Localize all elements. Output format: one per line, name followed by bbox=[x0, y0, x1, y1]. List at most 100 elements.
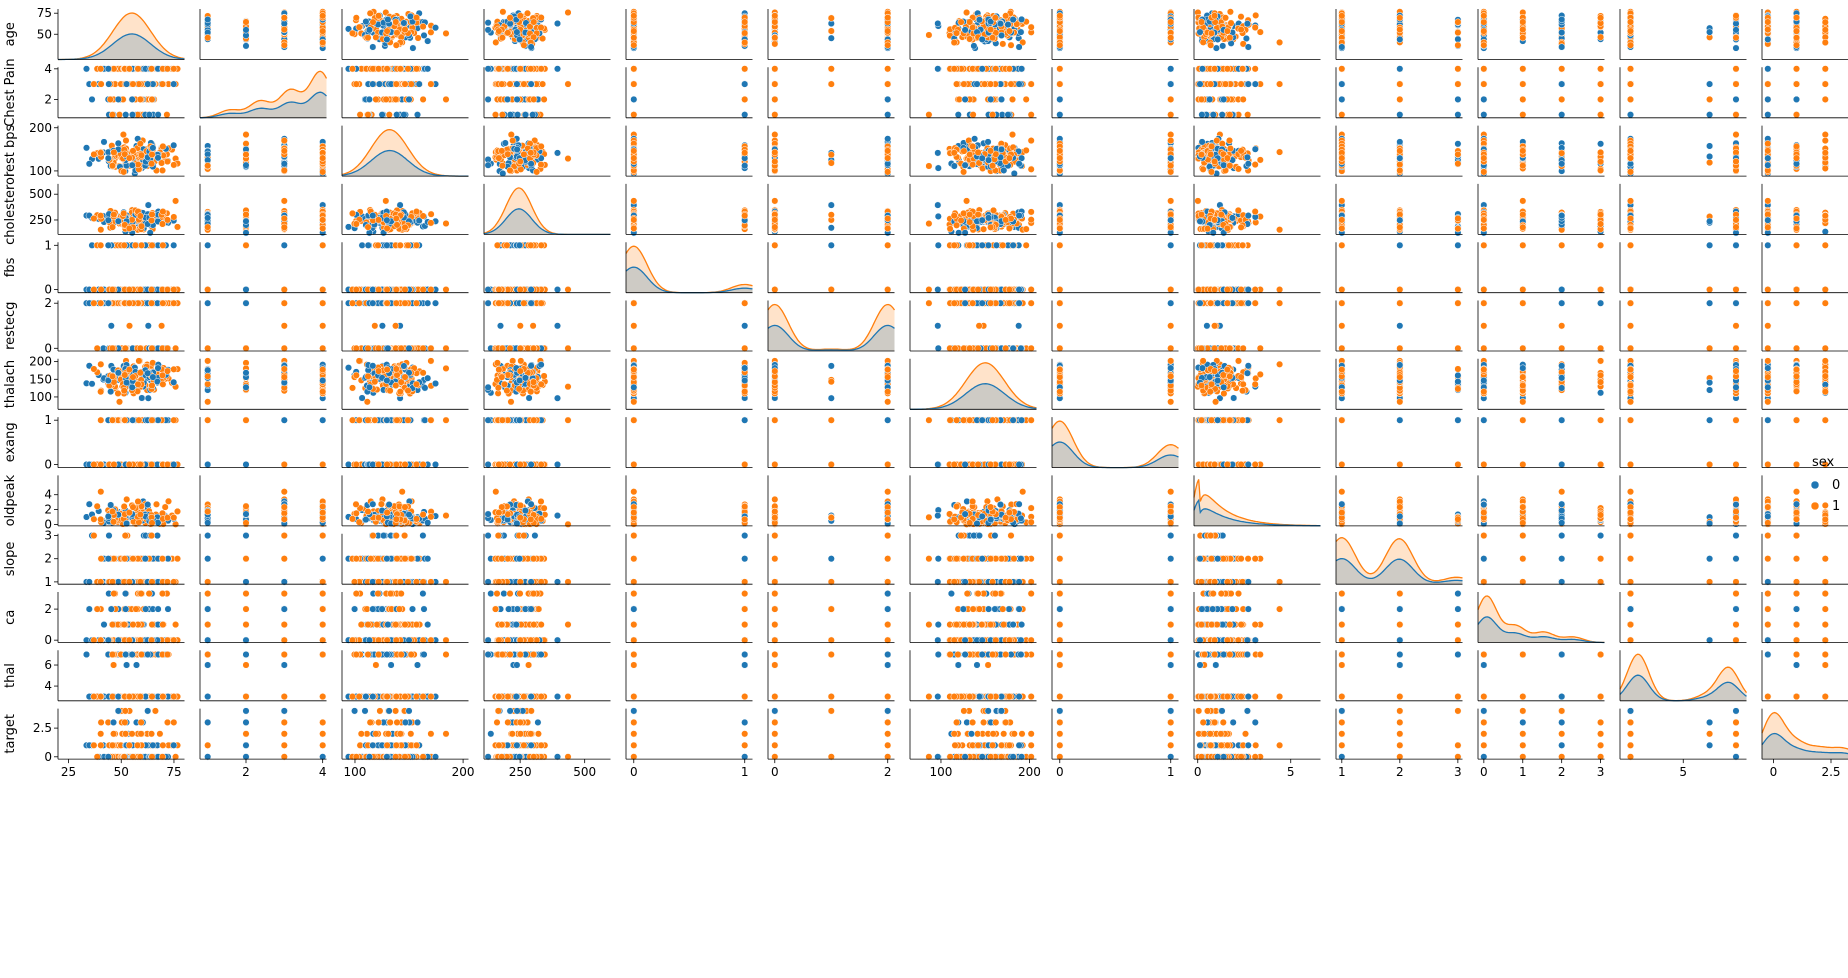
point-1-4-164 bbox=[741, 81, 748, 88]
point-1-6-154 bbox=[987, 96, 994, 103]
panel-0-12 bbox=[1762, 9, 1848, 60]
point-1-3-111 bbox=[541, 96, 548, 103]
point-0-5-176 bbox=[884, 42, 891, 49]
point-2-3-173 bbox=[499, 162, 506, 169]
point-2-3-171 bbox=[485, 162, 492, 169]
point-1-2-171 bbox=[366, 96, 373, 103]
point-1-3-179 bbox=[496, 66, 503, 73]
point-1-3-146 bbox=[529, 111, 536, 118]
point-0-9-78 bbox=[1455, 36, 1462, 43]
point-1-7-173 bbox=[1167, 111, 1174, 118]
point-1-2-167 bbox=[405, 66, 412, 73]
point-1-7-164 bbox=[1167, 81, 1174, 88]
point-0-2-79 bbox=[443, 30, 450, 37]
point-2-0-168 bbox=[149, 151, 156, 158]
point-0-2-170 bbox=[394, 30, 401, 37]
point-1-6-148 bbox=[981, 81, 988, 88]
point-1-2-165 bbox=[353, 81, 360, 88]
point-0-12-179 bbox=[1793, 28, 1800, 35]
point-0-10-179 bbox=[1481, 28, 1488, 35]
point-1-2-62 bbox=[416, 81, 423, 88]
point-1-11-121 bbox=[1706, 96, 1713, 103]
point-0-1-171 bbox=[243, 27, 250, 34]
point-1-5-173 bbox=[772, 111, 779, 118]
point-0-6-174 bbox=[951, 39, 958, 46]
point-1-9-108 bbox=[1455, 96, 1462, 103]
point-2-3-175 bbox=[528, 161, 535, 168]
point-0-5-178 bbox=[772, 13, 779, 20]
panel-2-2 bbox=[342, 126, 469, 177]
point-1-0-108 bbox=[89, 96, 96, 103]
point-0-1-176 bbox=[281, 42, 288, 49]
point-0-8-155 bbox=[1200, 39, 1207, 46]
point-1-11-178 bbox=[1733, 66, 1740, 73]
point-0-8-164 bbox=[1197, 29, 1204, 36]
point-1-9-127 bbox=[1397, 96, 1404, 103]
point-2-1-102 bbox=[281, 137, 288, 144]
point-1-3-174 bbox=[528, 66, 535, 73]
point-1-7-168 bbox=[1167, 96, 1174, 103]
point-1-0-155 bbox=[98, 81, 105, 88]
point-1-6-83 bbox=[970, 111, 977, 118]
panel-2-1 bbox=[200, 126, 327, 177]
point-1-3-37 bbox=[565, 81, 572, 88]
point-1-0-174 bbox=[97, 66, 104, 73]
point-0-6-159 bbox=[997, 20, 1004, 27]
point-2-3-162 bbox=[514, 146, 521, 153]
point-1-3-115 bbox=[507, 111, 514, 118]
point-0-1-177 bbox=[281, 26, 288, 33]
point-0-8-143 bbox=[1252, 24, 1259, 31]
point-1-0-164 bbox=[123, 81, 130, 88]
point-1-6-33 bbox=[935, 66, 942, 73]
point-0-2-151 bbox=[420, 23, 427, 30]
point-1-0-110 bbox=[171, 66, 178, 73]
point-1-6-19 bbox=[955, 111, 962, 118]
point-1-8-143 bbox=[1252, 66, 1259, 73]
point-2-1-79 bbox=[243, 131, 250, 138]
point-1-10-177 bbox=[1520, 81, 1527, 88]
point-2-3-33 bbox=[554, 150, 561, 157]
point-1-6-128 bbox=[1018, 66, 1025, 73]
ytick-label-rest bps: 100 bbox=[29, 164, 52, 178]
point-0-11-159 bbox=[1733, 20, 1740, 27]
point-0-9-176 bbox=[1455, 42, 1462, 49]
point-2-0-161 bbox=[148, 160, 155, 167]
point-0-8-165 bbox=[1222, 14, 1229, 21]
point-1-8-165 bbox=[1222, 81, 1229, 88]
point-1-0-161 bbox=[148, 66, 155, 73]
panel-1-1 bbox=[200, 67, 327, 118]
point-1-8-178 bbox=[1211, 66, 1218, 73]
point-1-12-154 bbox=[1793, 96, 1800, 103]
point-0-9-172 bbox=[1397, 36, 1404, 43]
point-2-0-160 bbox=[120, 169, 127, 176]
point-0-7-173 bbox=[1167, 34, 1174, 41]
point-0-1-159 bbox=[281, 20, 288, 27]
point-1-10-73 bbox=[1558, 96, 1565, 103]
point-0-3-60 bbox=[500, 9, 507, 16]
point-1-4-177 bbox=[631, 81, 638, 88]
point-0-12-174 bbox=[1822, 39, 1829, 46]
point-1-2-19 bbox=[414, 111, 421, 118]
point-1-12-177 bbox=[1765, 81, 1772, 88]
point-1-11-146 bbox=[1627, 111, 1634, 118]
point-1-8-179 bbox=[1224, 66, 1231, 73]
point-0-1-179 bbox=[319, 28, 326, 35]
point-0-2-145 bbox=[407, 13, 414, 20]
point-1-7-177 bbox=[1057, 81, 1064, 88]
point-0-2-179 bbox=[384, 28, 391, 35]
point-1-2-175 bbox=[370, 81, 377, 88]
point-1-12-176 bbox=[1793, 81, 1800, 88]
point-0-3-141 bbox=[485, 19, 492, 26]
point-1-6-176 bbox=[1008, 81, 1015, 88]
point-1-10-113 bbox=[1597, 96, 1604, 103]
panel-2-3 bbox=[484, 126, 611, 177]
panel-1-4 bbox=[626, 66, 753, 118]
point-2-3-178 bbox=[517, 158, 524, 165]
point-1-7-172 bbox=[1167, 66, 1174, 73]
point-1-8-175 bbox=[1245, 81, 1252, 88]
point-0-9-168 bbox=[1339, 19, 1346, 26]
point-1-2-125 bbox=[401, 111, 408, 118]
point-1-3-171 bbox=[485, 96, 492, 103]
point-2-1-171 bbox=[243, 162, 250, 169]
